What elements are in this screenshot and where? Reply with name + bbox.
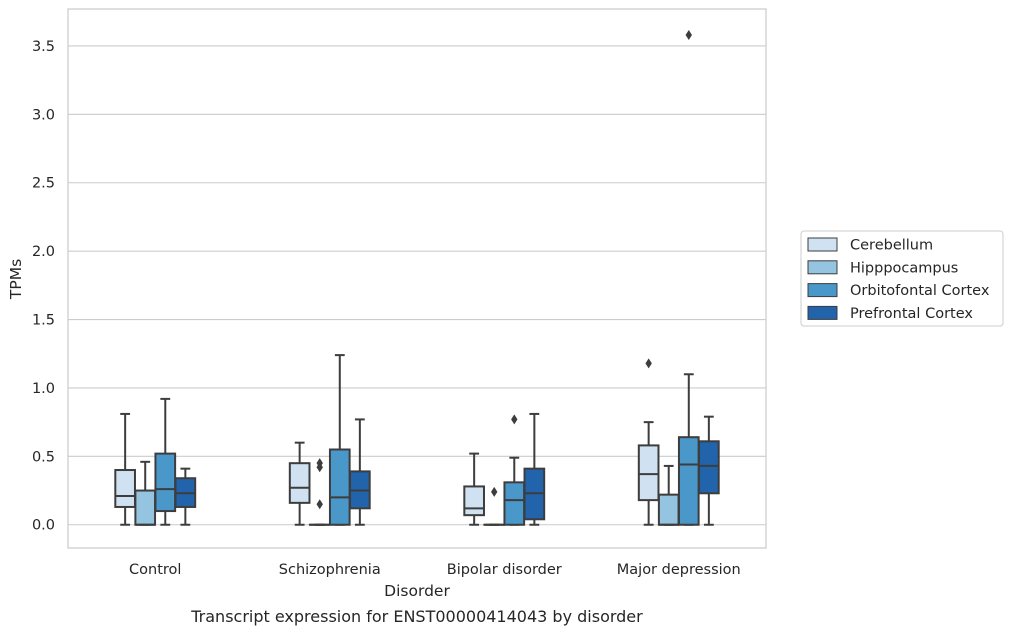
legend-frame: [800, 230, 1004, 327]
y-tick-labels: 0.0 0.5 1.0 1.5 2.0 2.5 3.0 3.5: [32, 39, 55, 534]
box-group: [637, 358, 660, 526]
y-tick-label: 0.0: [32, 518, 55, 534]
box: [154, 452, 177, 513]
y-axis-label: TPMs: [7, 259, 25, 300]
box-group: [134, 460, 157, 526]
y-tick-label: 1.5: [32, 313, 55, 329]
legend-swatch: [807, 237, 838, 252]
box-group: [114, 412, 136, 526]
box-group: [463, 452, 485, 526]
box: [288, 462, 311, 504]
box: [657, 493, 680, 526]
box: [677, 436, 700, 526]
outlier-point: [645, 358, 652, 369]
outlier-point: [511, 414, 518, 425]
box: [503, 481, 526, 526]
box-group: [328, 354, 351, 526]
y-tick-label: 2.0: [32, 244, 55, 260]
box-group: [349, 418, 371, 526]
box-group: [677, 29, 700, 526]
box-group: [483, 486, 506, 526]
outlier-point: [491, 486, 498, 497]
grid: [68, 45, 766, 526]
box: [328, 448, 351, 526]
chart-caption: Transcript expression for ENST0000041404…: [190, 607, 643, 626]
box: [463, 485, 485, 517]
box: [698, 440, 720, 495]
outlier-point: [316, 458, 323, 469]
legend-label: Prefrontal Cortex: [850, 306, 973, 322]
plot-area-frame: [67, 8, 767, 549]
legend-label: Orbitofontal Cortex: [850, 283, 990, 299]
x-tick-label: Control: [129, 562, 181, 578]
legend: Cerebellum Hipppocampus Orbitofontal Corte…: [800, 230, 1004, 327]
box-group: [174, 467, 197, 526]
box: [637, 444, 660, 502]
y-tick-label: 2.5: [32, 176, 55, 192]
legend-swatch: [807, 305, 838, 320]
x-tick-label: Bipolar disorder: [447, 562, 562, 578]
y-tick-label: 3.5: [32, 39, 55, 55]
y-tick-label: 3.0: [32, 107, 55, 123]
x-tick-label: Major depression: [617, 562, 741, 578]
x-axis-label: Disorder: [384, 582, 450, 600]
x-tick-labels: Control Schizophrenia Bipolar disorder Majo…: [129, 562, 741, 578]
box-group: [288, 441, 311, 526]
y-tick-label: 0.5: [32, 449, 55, 465]
box-group: [657, 464, 680, 526]
outlier-point: [316, 499, 323, 510]
box: [114, 469, 136, 508]
box: [134, 489, 157, 526]
boxes: [114, 29, 720, 526]
box-group: [308, 458, 331, 526]
box-group: [523, 412, 546, 526]
y-tick-label: 1.0: [32, 381, 55, 397]
box-group: [154, 397, 177, 526]
legend-swatch: [807, 260, 838, 275]
box-group: [503, 414, 526, 526]
legend-swatch: [807, 283, 838, 298]
x-tick-label: Schizophrenia: [279, 562, 381, 578]
box-group: [698, 415, 720, 526]
outlier-point: [685, 29, 692, 40]
legend-label: Hipppocampus: [850, 260, 958, 276]
legend-label: Cerebellum: [850, 238, 933, 254]
